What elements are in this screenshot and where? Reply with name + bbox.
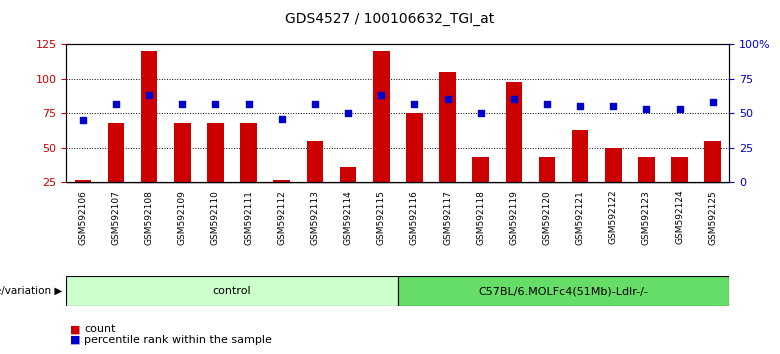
Bar xyxy=(672,158,688,182)
Text: GSM592119: GSM592119 xyxy=(509,190,519,245)
Bar xyxy=(473,158,489,182)
Text: GSM592117: GSM592117 xyxy=(443,190,452,245)
Bar xyxy=(307,141,323,182)
Text: control: control xyxy=(213,286,251,296)
Text: GSM592122: GSM592122 xyxy=(608,190,618,245)
Text: ■: ■ xyxy=(70,335,80,345)
Text: ■: ■ xyxy=(70,324,80,334)
Point xyxy=(176,101,189,107)
Text: GSM592109: GSM592109 xyxy=(178,190,187,245)
Text: GSM592116: GSM592116 xyxy=(410,190,419,245)
Bar xyxy=(605,148,622,182)
Bar xyxy=(174,123,190,182)
Bar xyxy=(141,51,158,182)
Bar xyxy=(439,72,456,182)
Text: GSM592120: GSM592120 xyxy=(542,190,551,245)
Text: count: count xyxy=(84,324,115,334)
Bar xyxy=(108,123,124,182)
Text: GDS4527 / 100106632_TGI_at: GDS4527 / 100106632_TGI_at xyxy=(285,12,495,27)
Point xyxy=(110,101,122,107)
Point xyxy=(474,110,487,116)
Point xyxy=(640,106,653,112)
Bar xyxy=(274,179,290,182)
Bar xyxy=(207,123,224,182)
Text: GSM592124: GSM592124 xyxy=(675,190,684,245)
Bar xyxy=(638,158,654,182)
Point xyxy=(375,92,388,98)
Bar xyxy=(572,130,588,182)
Text: GSM592111: GSM592111 xyxy=(244,190,254,245)
Point xyxy=(508,97,520,102)
Point xyxy=(408,101,420,107)
Text: GSM592106: GSM592106 xyxy=(78,190,87,245)
Text: GSM592121: GSM592121 xyxy=(576,190,585,245)
Text: GSM592107: GSM592107 xyxy=(112,190,121,245)
Point xyxy=(541,101,553,107)
Point xyxy=(275,116,288,122)
Bar xyxy=(704,141,721,182)
Bar xyxy=(539,158,555,182)
Point xyxy=(607,103,619,109)
Point xyxy=(707,99,719,105)
Bar xyxy=(505,81,522,182)
Point xyxy=(209,101,222,107)
Text: genotype/variation ▶: genotype/variation ▶ xyxy=(0,286,62,296)
Text: GSM592123: GSM592123 xyxy=(642,190,651,245)
Text: GSM592115: GSM592115 xyxy=(377,190,386,245)
Text: GSM592118: GSM592118 xyxy=(476,190,485,245)
Bar xyxy=(340,167,356,182)
Text: C57BL/6.MOLFc4(51Mb)-Ldlr-/-: C57BL/6.MOLFc4(51Mb)-Ldlr-/- xyxy=(479,286,648,296)
Bar xyxy=(240,123,257,182)
Point xyxy=(342,110,354,116)
Point xyxy=(441,97,454,102)
Point xyxy=(673,106,686,112)
Point xyxy=(76,118,89,123)
Point xyxy=(309,101,321,107)
Point xyxy=(574,103,587,109)
Bar xyxy=(398,276,729,306)
Point xyxy=(243,101,255,107)
Point xyxy=(143,92,155,98)
Text: GSM592112: GSM592112 xyxy=(277,190,286,245)
Bar xyxy=(66,276,398,306)
Text: GSM592110: GSM592110 xyxy=(211,190,220,245)
Text: GSM592125: GSM592125 xyxy=(708,190,718,245)
Bar xyxy=(406,113,423,182)
Text: GSM592113: GSM592113 xyxy=(310,190,320,245)
Bar xyxy=(373,51,389,182)
Text: GSM592114: GSM592114 xyxy=(343,190,353,245)
Bar xyxy=(75,179,91,182)
Text: percentile rank within the sample: percentile rank within the sample xyxy=(84,335,272,345)
Text: GSM592108: GSM592108 xyxy=(144,190,154,245)
